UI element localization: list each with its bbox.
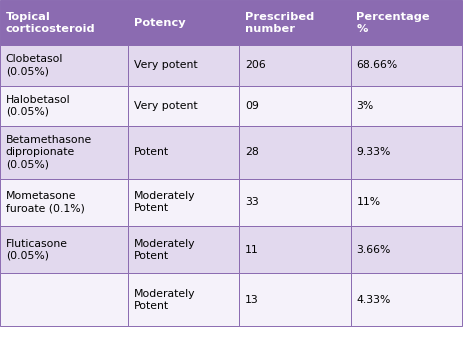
Bar: [351, 226, 462, 273]
Text: Percentage
%: Percentage %: [356, 12, 430, 34]
Text: 206: 206: [245, 60, 266, 70]
Bar: [128, 86, 239, 126]
Bar: [128, 226, 239, 273]
Text: 3%: 3%: [356, 101, 374, 111]
Text: Mometasone
furoate (0.1%): Mometasone furoate (0.1%): [6, 192, 84, 213]
Text: Moderately
Potent: Moderately Potent: [134, 289, 195, 311]
Bar: [239, 126, 351, 179]
Text: Halobetasol
(0.05%): Halobetasol (0.05%): [6, 95, 70, 117]
Bar: [351, 126, 462, 179]
Bar: [239, 273, 351, 326]
Bar: [351, 273, 462, 326]
Bar: [351, 86, 462, 126]
Text: Prescribed
number: Prescribed number: [245, 12, 314, 34]
Text: Moderately
Potent: Moderately Potent: [134, 192, 195, 213]
Text: 3.66%: 3.66%: [356, 245, 391, 255]
Bar: [0, 45, 128, 86]
Bar: [0, 126, 128, 179]
Text: Topical
corticosteroid: Topical corticosteroid: [6, 12, 95, 34]
Bar: [351, 45, 462, 86]
Text: Betamethasone
dipropionate
(0.05%): Betamethasone dipropionate (0.05%): [6, 135, 92, 169]
Bar: [239, 45, 351, 86]
Text: 4.33%: 4.33%: [356, 295, 391, 305]
Bar: [128, 273, 239, 326]
Text: 09: 09: [245, 101, 259, 111]
Text: 68.66%: 68.66%: [356, 60, 398, 70]
Bar: [128, 179, 239, 226]
Bar: [239, 0, 351, 45]
Text: 9.33%: 9.33%: [356, 147, 391, 157]
Bar: [128, 45, 239, 86]
Text: 33: 33: [245, 197, 259, 208]
Text: 13: 13: [245, 295, 259, 305]
Text: 28: 28: [245, 147, 259, 157]
Bar: [351, 179, 462, 226]
Bar: [239, 179, 351, 226]
Bar: [128, 126, 239, 179]
Text: Fluticasone
(0.05%): Fluticasone (0.05%): [6, 239, 68, 261]
Text: Clobetasol
(0.05%): Clobetasol (0.05%): [6, 54, 63, 76]
Bar: [0, 0, 128, 45]
Text: 11: 11: [245, 245, 259, 255]
Bar: [239, 86, 351, 126]
Bar: [239, 226, 351, 273]
Bar: [0, 273, 128, 326]
Bar: [0, 179, 128, 226]
Text: Potency: Potency: [134, 17, 185, 28]
Text: 11%: 11%: [356, 197, 381, 208]
Bar: [0, 226, 128, 273]
Text: Very potent: Very potent: [134, 101, 197, 111]
Bar: [128, 0, 239, 45]
Text: Potent: Potent: [134, 147, 169, 157]
Bar: [351, 0, 462, 45]
Text: Moderately
Potent: Moderately Potent: [134, 239, 195, 261]
Bar: [0, 86, 128, 126]
Text: Very potent: Very potent: [134, 60, 197, 70]
